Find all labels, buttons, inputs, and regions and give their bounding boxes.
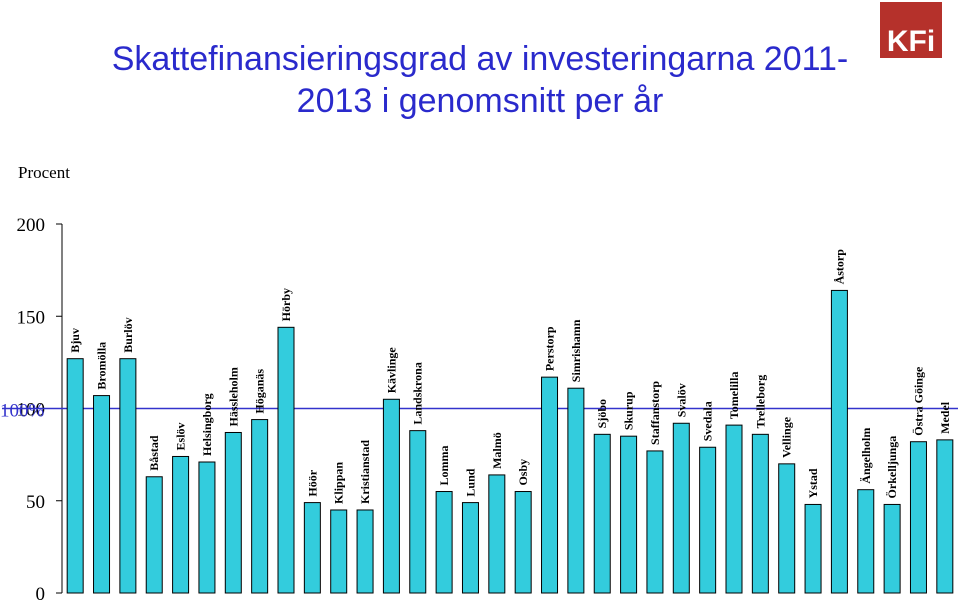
bar bbox=[936, 439, 954, 594]
bar-label: Åstorp bbox=[832, 249, 846, 285]
bar-label: Eslöv bbox=[174, 422, 188, 450]
bar-label: Perstorp bbox=[543, 326, 557, 371]
bar-label: Örkelljunga bbox=[885, 436, 899, 499]
bar bbox=[857, 489, 875, 594]
bar bbox=[883, 503, 901, 594]
bar bbox=[804, 503, 822, 594]
bar-label: Svalöv bbox=[674, 383, 688, 417]
bar-label: Vellinge bbox=[780, 416, 794, 458]
bar-label: Hörby bbox=[279, 288, 293, 321]
bar-label: Osby bbox=[516, 459, 530, 486]
bar-label: Ystad bbox=[806, 468, 820, 498]
bar bbox=[303, 502, 321, 594]
bar bbox=[119, 358, 137, 594]
bar bbox=[356, 509, 374, 594]
bar-label: Medel bbox=[938, 401, 952, 434]
y-tick-label: 150 bbox=[17, 307, 46, 328]
bar-label: Sjöbo bbox=[595, 399, 609, 428]
bar bbox=[382, 398, 400, 594]
reference-label: 100% bbox=[0, 401, 45, 422]
bar bbox=[620, 435, 638, 594]
bar bbox=[224, 431, 242, 594]
bar-label: Kävlinge bbox=[384, 347, 398, 394]
bar-label: Svedala bbox=[701, 401, 715, 441]
bar-label: Bromölla bbox=[95, 342, 109, 390]
bar bbox=[699, 446, 717, 594]
bar bbox=[830, 289, 848, 594]
bar bbox=[461, 502, 479, 594]
bar bbox=[277, 326, 295, 594]
bar-label: Östra Göinge bbox=[911, 366, 925, 436]
bar bbox=[145, 476, 163, 594]
bar bbox=[646, 450, 664, 594]
bar-label: Kristianstad bbox=[358, 440, 372, 504]
bar-label: Lomma bbox=[437, 446, 451, 486]
bar bbox=[909, 441, 927, 594]
bar bbox=[778, 463, 796, 594]
bar-label: Höganäs bbox=[253, 369, 267, 414]
bar bbox=[725, 424, 743, 594]
bar-label: Lund bbox=[463, 468, 477, 496]
bar bbox=[435, 491, 453, 594]
bar-label: Ängelholm bbox=[859, 428, 873, 484]
bar bbox=[409, 430, 427, 594]
y-tick-label: 200 bbox=[17, 215, 46, 236]
bar bbox=[172, 455, 190, 594]
bar bbox=[488, 474, 506, 594]
bar-label: Bjuv bbox=[68, 328, 82, 353]
bar-label: Helsingborg bbox=[200, 393, 214, 456]
bar bbox=[593, 433, 611, 594]
bar bbox=[514, 491, 532, 594]
bar bbox=[672, 422, 690, 594]
y-tick-label: 50 bbox=[26, 492, 45, 513]
bar bbox=[567, 387, 585, 594]
bar bbox=[330, 509, 348, 594]
y-tick-label: 100 bbox=[17, 400, 46, 421]
bar-label: Simrishamn bbox=[569, 319, 583, 382]
bar-label: Höör bbox=[305, 469, 319, 496]
chart-title: Skattefinansieringsgrad av investeringar… bbox=[111, 40, 849, 120]
bar bbox=[541, 376, 559, 594]
bar-label: Tomelilla bbox=[727, 372, 741, 420]
bar-label: Klippan bbox=[332, 462, 346, 504]
bar-label: Trelleborg bbox=[753, 375, 767, 429]
y-tick-label: 0 bbox=[36, 584, 46, 605]
bar bbox=[93, 395, 111, 594]
bar-label: Landskrona bbox=[411, 362, 425, 424]
bar-label: Malmö bbox=[490, 432, 504, 469]
bar-label: Skurup bbox=[622, 391, 636, 430]
bar bbox=[751, 433, 769, 594]
bar bbox=[251, 419, 269, 594]
bar-label: Hässleholm bbox=[226, 367, 240, 426]
bar bbox=[198, 461, 216, 594]
bar-label: Staffanstorp bbox=[648, 381, 662, 445]
y-axis-label: Procent bbox=[18, 163, 70, 182]
logo: KFi bbox=[880, 2, 942, 58]
bar-label: Burlöv bbox=[121, 317, 135, 352]
bar bbox=[66, 358, 84, 594]
bar-label: Båstad bbox=[147, 435, 161, 471]
